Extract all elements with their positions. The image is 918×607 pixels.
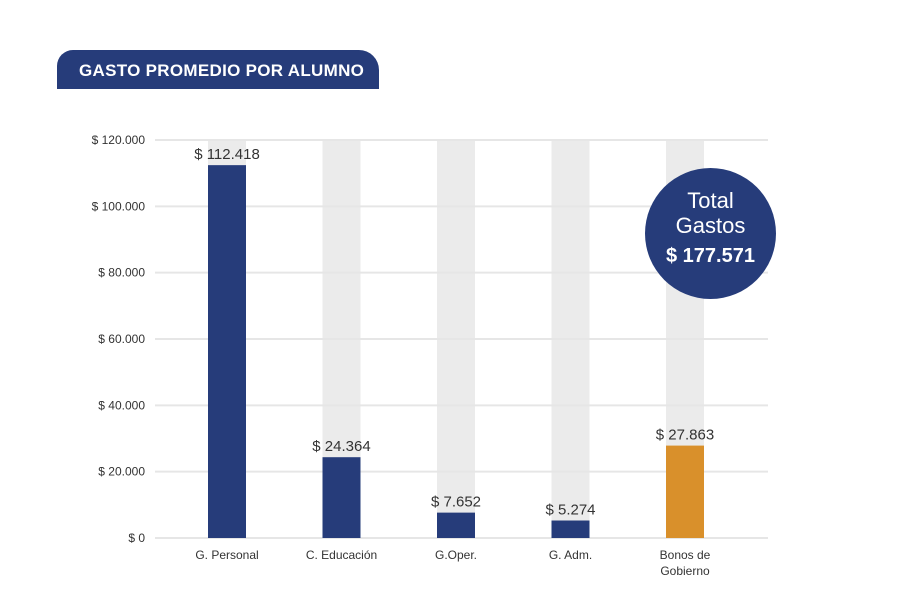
category-label: Bonos de — [660, 548, 711, 562]
category-label: C. Educación — [306, 548, 377, 562]
y-tick-label: $ 20.000 — [98, 465, 145, 479]
total-badge: Total Gastos $ 177.571 — [645, 168, 776, 299]
bar — [322, 457, 361, 538]
category-label: G.Oper. — [435, 548, 477, 562]
category-labels: G. Personal C. Educación G.Oper. G. Adm. Bon… — [195, 548, 710, 578]
y-tick-label: $ 120.000 — [92, 133, 146, 147]
bars — [208, 165, 704, 538]
total-badge-line2: Gastos — [675, 213, 746, 238]
data-label: $ 7.652 — [431, 494, 481, 511]
y-tick-label: $ 80.000 — [98, 266, 145, 280]
bar — [208, 165, 246, 538]
data-labels: $ 112.418 $ 24.364 $ 7.652 $ 5.274 $ 27.863 — [194, 146, 714, 518]
y-axis-ticks: $ 0 $ 20.000 $ 40.000 $ 60.000 $ 80.000 $ 100… — [92, 133, 146, 545]
category-label: Gobierno — [660, 564, 710, 578]
bar — [666, 445, 704, 538]
data-label: $ 24.364 — [312, 438, 370, 455]
total-badge-value: $ 177.571 — [666, 245, 755, 267]
y-tick-label: $ 60.000 — [98, 332, 145, 346]
data-label: $ 112.418 — [194, 146, 260, 163]
data-label: $ 27.863 — [656, 427, 714, 444]
bar — [437, 512, 475, 538]
total-badge-line1: Total — [687, 188, 734, 213]
category-label: G. Personal — [195, 548, 258, 562]
chart-title: GASTO PROMEDIO POR ALUMNO — [57, 50, 379, 89]
y-tick-label: $ 40.000 — [98, 398, 145, 412]
data-label: $ 5.274 — [545, 502, 595, 519]
y-tick-label: $ 0 — [128, 531, 145, 545]
bar — [551, 520, 590, 538]
y-tick-label: $ 100.000 — [92, 199, 146, 213]
category-label: G. Adm. — [549, 548, 592, 562]
